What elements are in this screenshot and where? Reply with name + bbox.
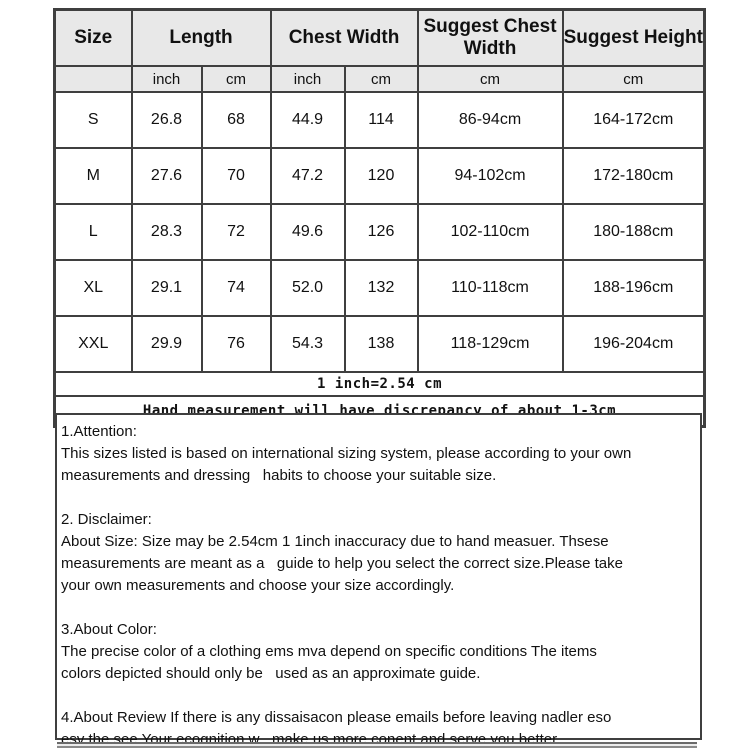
table-row-xl: XL 29.1 74 52.0 132 110-118cm 188-196cm	[53, 259, 706, 317]
units-chest-inch: inch	[269, 65, 346, 93]
cell-chest-cm: 138	[343, 315, 419, 373]
cell-length-cm: 72	[200, 203, 272, 261]
cell-size: M	[53, 147, 133, 205]
cell-suggest-height: 164-172cm	[561, 91, 706, 149]
header-suggest-height: Suggest Height	[561, 8, 706, 67]
note-gap	[61, 487, 696, 509]
units-chest-cm: cm	[343, 65, 419, 93]
units-length-cm: cm	[200, 65, 272, 93]
table-row-s: S 26.8 68 44.9 114 86-94cm 164-172cm	[53, 91, 706, 149]
cell-suggest-height: 172-180cm	[561, 147, 706, 205]
next-section-edge	[57, 742, 697, 748]
table-row-xxl: XXL 29.9 76 54.3 138 118-129cm 196-204cm	[53, 315, 706, 373]
cell-suggest-height: 180-188cm	[561, 203, 706, 261]
attention-title: 1.Attention:	[61, 423, 137, 440]
conversion-note: 1 inch=2.54 cm	[53, 371, 706, 397]
cell-length-inch: 29.1	[130, 259, 203, 317]
cell-length-inch: 29.9	[130, 315, 203, 373]
cell-chest-inch: 54.3	[269, 315, 346, 373]
cell-chest-inch: 49.6	[269, 203, 346, 261]
header-size: Size	[53, 8, 133, 67]
units-size-cell	[53, 65, 133, 93]
cell-suggest-chest: 102-110cm	[416, 203, 564, 261]
disclaimer-body: About Size: Size may be 2.54cm 1 1inch i…	[61, 533, 623, 594]
attention-body: This sizes listed is based on internatio…	[61, 445, 632, 484]
cell-chest-cm: 126	[343, 203, 419, 261]
cell-length-cm: 70	[200, 147, 272, 205]
size-chart-table: Size Length Chest Width Suggest Chest Wi…	[53, 8, 707, 428]
cell-size: L	[53, 203, 133, 261]
units-suggest-height-cm: cm	[561, 65, 706, 93]
cell-length-inch: 28.3	[130, 203, 203, 261]
cell-length-cm: 74	[200, 259, 272, 317]
cell-size: S	[53, 91, 133, 149]
color-title: 3.About Color:	[61, 621, 157, 638]
table-header-row: Size Length Chest Width Suggest Chest Wi…	[53, 8, 706, 67]
color-body: The precise color of a clothing ems mva …	[61, 643, 597, 682]
cell-suggest-height: 196-204cm	[561, 315, 706, 373]
cell-chest-inch: 44.9	[269, 91, 346, 149]
units-suggest-chest-cm: cm	[416, 65, 564, 93]
cell-size: XXL	[53, 315, 133, 373]
conversion-note-row: 1 inch=2.54 cm	[53, 371, 706, 397]
cell-length-inch: 26.8	[130, 91, 203, 149]
cell-chest-cm: 132	[343, 259, 419, 317]
header-chest-width: Chest Width	[269, 8, 419, 67]
notes-section: 1.Attention: This sizes listed is based …	[55, 413, 702, 748]
header-suggest-chest-width: Suggest Chest Width	[416, 8, 564, 67]
cell-suggest-height: 188-196cm	[561, 259, 706, 317]
note-gap	[61, 685, 696, 707]
header-length: Length	[130, 8, 272, 67]
cell-suggest-chest: 118-129cm	[416, 315, 564, 373]
cell-length-cm: 76	[200, 315, 272, 373]
note-gap	[61, 597, 696, 619]
table-row-l: L 28.3 72 49.6 126 102-110cm 180-188cm	[53, 203, 706, 261]
cell-chest-cm: 120	[343, 147, 419, 205]
cell-suggest-chest: 94-102cm	[416, 147, 564, 205]
cell-chest-cm: 114	[343, 91, 419, 149]
cell-suggest-chest: 86-94cm	[416, 91, 564, 149]
cell-chest-inch: 52.0	[269, 259, 346, 317]
cell-size: XL	[53, 259, 133, 317]
table-units-row: inch cm inch cm cm cm	[53, 65, 706, 93]
cell-length-cm: 68	[200, 91, 272, 149]
units-length-inch: inch	[130, 65, 203, 93]
table-row-m: M 27.6 70 47.2 120 94-102cm 172-180cm	[53, 147, 706, 205]
cell-chest-inch: 47.2	[269, 147, 346, 205]
disclaimer-title: 2. Disclaimer:	[61, 511, 152, 528]
cell-length-inch: 27.6	[130, 147, 203, 205]
cell-suggest-chest: 110-118cm	[416, 259, 564, 317]
